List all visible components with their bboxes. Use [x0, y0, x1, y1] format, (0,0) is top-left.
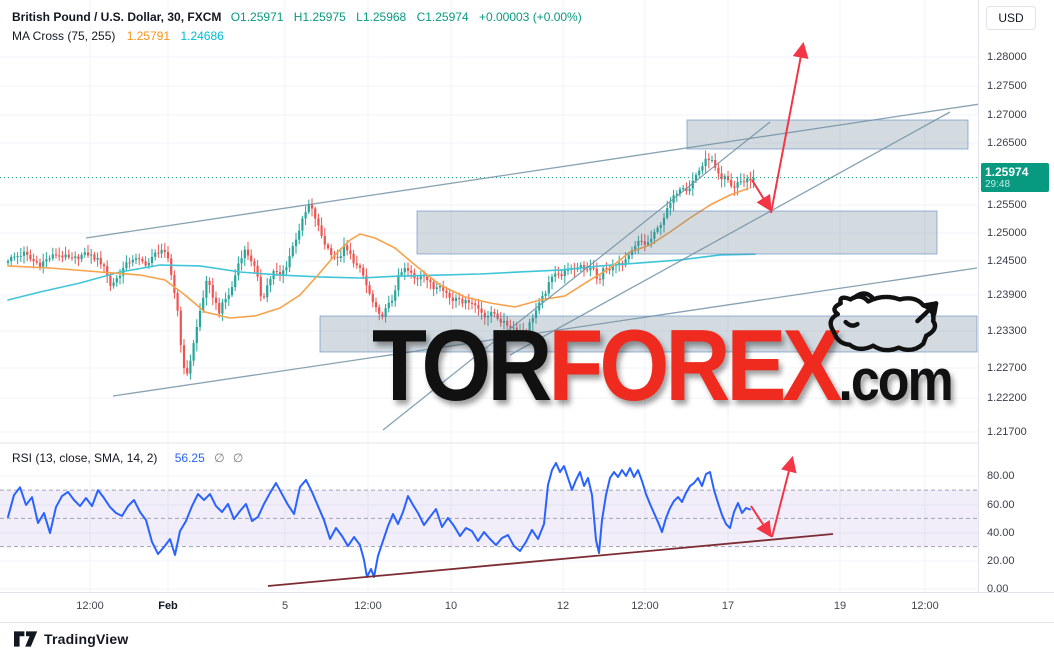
rsi-value: 56.25 — [174, 451, 205, 465]
price-tick-label: 1.24500 — [987, 255, 1027, 267]
price-tick-label: 1.23300 — [987, 325, 1027, 337]
price-tick-label: 1.27500 — [987, 80, 1027, 92]
rsi-line — [7, 462, 751, 578]
time-tick-label: 12:00 — [911, 600, 939, 612]
ohlc-open: O1.25971 — [230, 10, 284, 24]
time-tick-label: 12:00 — [354, 600, 382, 612]
last-price-badge: 1.25974 29:48 — [981, 163, 1049, 192]
trendline — [509, 111, 951, 356]
rsi-tick-label: 80.00 — [987, 470, 1015, 482]
rsi-label: RSI (13, close, SMA, 14, 2) — [12, 451, 158, 465]
currency-toggle-button[interactable]: USD — [986, 6, 1036, 30]
ma-fast-line — [7, 187, 749, 319]
time-tick-label: 12:00 — [631, 600, 659, 612]
rsi-null-icon-2: ∅ — [232, 451, 244, 465]
trendline — [85, 103, 978, 239]
last-price-value: 1.25974 — [985, 165, 1029, 179]
chart-canvas[interactable] — [0, 0, 978, 592]
price-tick-label: 1.22700 — [987, 362, 1027, 374]
rsi-legend[interactable]: RSI (13, close, SMA, 14, 2) 56.25 ∅ ∅ — [12, 449, 248, 468]
rsi-null-icon-1: ∅ — [214, 451, 225, 465]
time-tick-label: 12:00 — [76, 600, 104, 612]
ma-cross-legend[interactable]: MA Cross (75, 255) 1.25791 1.24686 — [12, 27, 224, 46]
trendline — [112, 267, 978, 397]
symbol-title: British Pound / U.S. Dollar, 30, FXCM — [12, 10, 222, 24]
rsi-tick-label: 40.00 — [987, 527, 1015, 539]
supply-demand-zone — [319, 315, 978, 353]
tradingview-logo-text[interactable]: TradingView — [44, 630, 129, 647]
bar-countdown: 29:48 — [985, 179, 1011, 190]
price-tick-label: 1.23900 — [987, 289, 1027, 301]
supply-demand-zone — [416, 210, 938, 255]
ohlc-low: L1.25968 — [356, 10, 407, 24]
ma-slow-line — [7, 253, 756, 301]
price-tick-label: 1.21700 — [987, 426, 1027, 438]
forecast-arrow — [750, 505, 772, 538]
price-axis[interactable]: USD 1.28000 1.27500 1.27000 1.26500 1.25500 1… — [978, 0, 1054, 622]
time-axis[interactable]: 12:00 Feb 5 12:00 10 12 12:00 17 19 12:00 — [0, 592, 1054, 623]
price-tick-label: 1.26500 — [987, 137, 1027, 149]
rsi-tick-label: 20.00 — [987, 555, 1015, 567]
time-tick-label: 17 — [721, 600, 735, 612]
ohlc-change: +0.00003 (+0.00%) — [478, 10, 582, 24]
price-tick-label: 1.28000 — [987, 51, 1027, 63]
trendline — [382, 121, 771, 431]
price-tick-label: 1.27000 — [987, 109, 1027, 121]
forecast-arrow — [770, 41, 809, 214]
symbol-legend[interactable]: British Pound / U.S. Dollar, 30, FXCM O1… — [12, 8, 589, 27]
price-tick-label: 1.25500 — [987, 199, 1027, 211]
tradingview-logo-icon[interactable] — [14, 630, 38, 647]
ma-fast-value: 1.25791 — [126, 29, 171, 43]
time-tick-label: 5 — [281, 600, 289, 612]
supply-demand-zone — [686, 119, 969, 150]
ohlc-high: H1.25975 — [293, 10, 346, 24]
rsi-tick-label: 60.00 — [987, 499, 1015, 511]
time-tick-label: 19 — [833, 600, 847, 612]
forecast-arrow — [751, 179, 772, 212]
ma-cross-label: MA Cross (75, 255) — [12, 29, 116, 43]
price-tick-label: 1.25000 — [987, 227, 1027, 239]
price-tick-label: 1.22200 — [987, 392, 1027, 404]
bottom-toolbar: TradingView — [0, 622, 1054, 654]
ma-slow-value: 1.24686 — [180, 29, 224, 43]
time-tick-label: 10 — [444, 600, 458, 612]
ohlc-close: C1.25974 — [416, 10, 469, 24]
forecast-arrow — [771, 455, 797, 538]
rsi-trendline — [267, 533, 834, 587]
time-tick-label: Feb — [158, 600, 178, 612]
time-tick-label: 12 — [556, 600, 570, 612]
